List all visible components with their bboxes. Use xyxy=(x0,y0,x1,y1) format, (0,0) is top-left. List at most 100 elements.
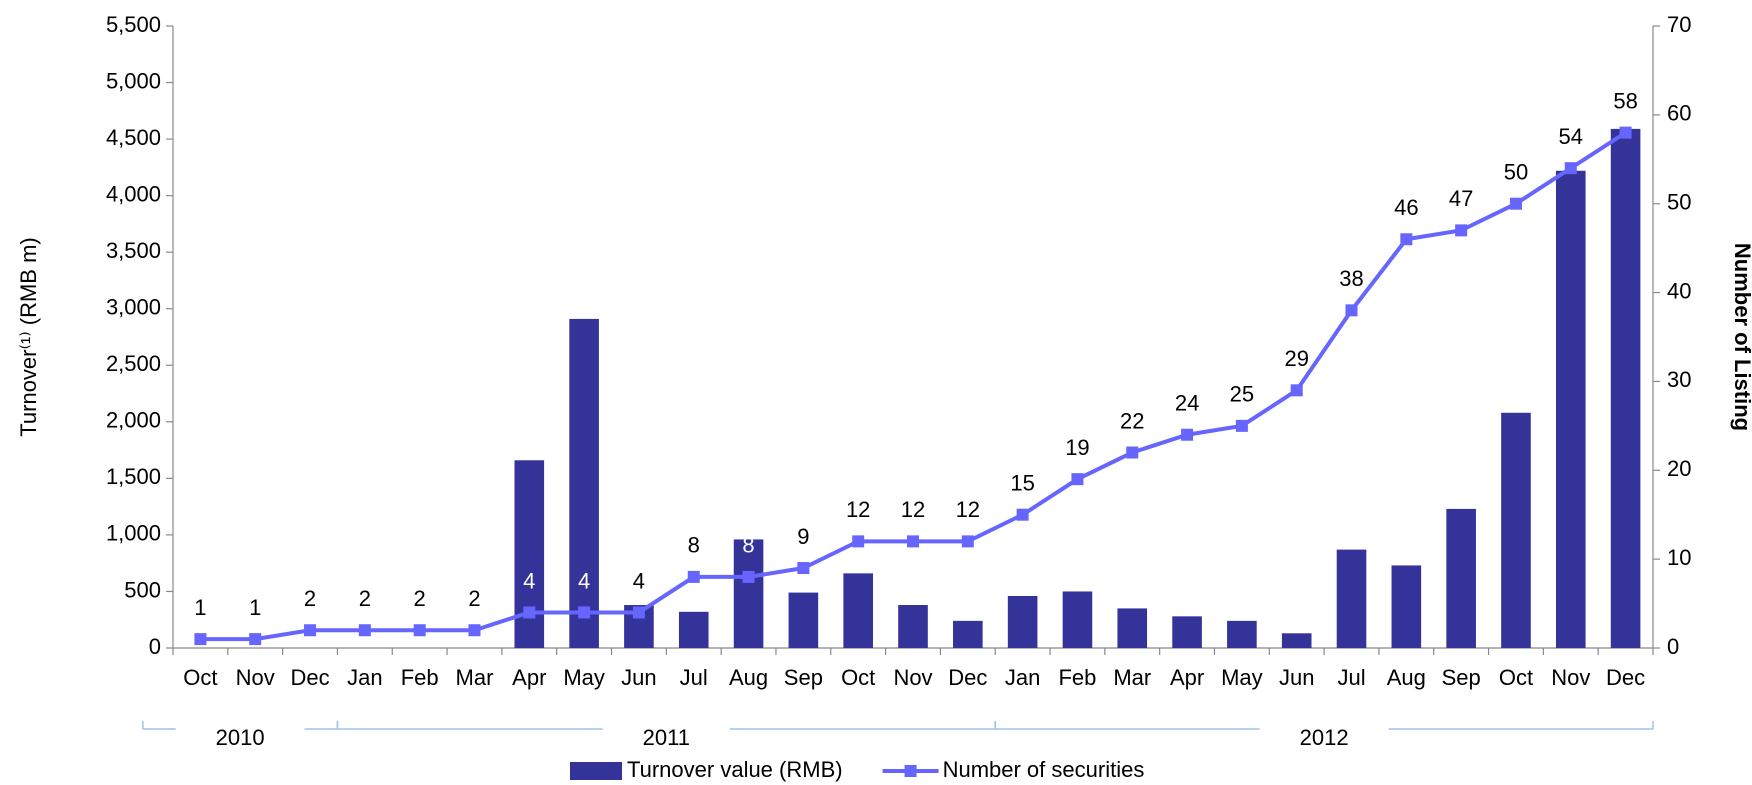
x-tick-label: May xyxy=(563,665,605,690)
y2-tick-label: 40 xyxy=(1667,278,1691,303)
year-label: 2012 xyxy=(1300,725,1349,750)
y2-tick-label: 20 xyxy=(1667,456,1691,481)
data-label: 47 xyxy=(1449,186,1473,211)
data-label: 12 xyxy=(956,497,980,522)
y-axis-label: Turnover⁽¹⁾ (RMB m) xyxy=(16,237,41,436)
data-label: 58 xyxy=(1613,88,1637,113)
data-label: 1 xyxy=(194,595,206,620)
x-tick-label: Jul xyxy=(1337,665,1365,690)
x-tick-label: Jan xyxy=(347,665,382,690)
x-tick-label: Oct xyxy=(1499,665,1533,690)
bar xyxy=(1555,170,1586,649)
data-label: 25 xyxy=(1230,382,1254,407)
data-label: 38 xyxy=(1339,266,1363,291)
line-marker xyxy=(1564,162,1577,175)
line-marker xyxy=(1071,473,1084,486)
line-marker xyxy=(523,606,536,619)
line-marker xyxy=(1181,428,1194,441)
data-label: 22 xyxy=(1120,408,1144,433)
line-marker xyxy=(1126,446,1139,459)
bar xyxy=(678,611,709,648)
data-label: 24 xyxy=(1175,391,1199,416)
line-marker xyxy=(1455,224,1468,237)
y2-axis-label: Number of Listing xyxy=(1730,243,1752,431)
legend-swatch xyxy=(570,762,622,780)
data-label: 4 xyxy=(523,568,535,593)
line-marker xyxy=(1290,384,1303,397)
x-tick-label: Sep xyxy=(784,665,823,690)
bar xyxy=(1117,608,1148,648)
data-label: 2 xyxy=(359,586,371,611)
line-marker xyxy=(1400,233,1413,246)
bar xyxy=(733,539,764,648)
x-tick-label: Mar xyxy=(1113,665,1151,690)
y2-tick-label: 60 xyxy=(1667,101,1691,126)
bar xyxy=(1227,620,1257,648)
line-marker xyxy=(1509,197,1522,210)
y-tick-label: 5,500 xyxy=(106,12,161,37)
data-label: 8 xyxy=(688,533,700,558)
line-marker xyxy=(578,606,591,619)
line-marker xyxy=(413,624,426,637)
y2-tick-label: 0 xyxy=(1667,634,1679,659)
data-label: 29 xyxy=(1284,346,1308,371)
x-tick-label: Sep xyxy=(1442,665,1481,690)
data-label: 15 xyxy=(1010,471,1034,496)
y-tick-label: 1,000 xyxy=(106,521,161,546)
y-tick-label: 2,000 xyxy=(106,408,161,433)
bar xyxy=(1336,549,1367,648)
x-tick-label: Feb xyxy=(401,665,439,690)
y-tick-label: 3,500 xyxy=(106,238,161,263)
y-tick-label: 0 xyxy=(149,634,161,659)
y2-tick-label: 50 xyxy=(1667,190,1691,215)
y-tick-label: 5,000 xyxy=(106,68,161,93)
data-label: 8 xyxy=(742,533,754,558)
x-tick-label: Nov xyxy=(236,665,275,690)
line-marker xyxy=(1235,419,1248,432)
x-tick-label: Apr xyxy=(512,665,546,690)
x-tick-label: Jul xyxy=(680,665,708,690)
data-label: 50 xyxy=(1504,160,1528,185)
x-tick-label: Aug xyxy=(1387,665,1426,690)
y2-tick-label: 30 xyxy=(1667,367,1691,392)
bar xyxy=(843,573,873,648)
data-label: 4 xyxy=(578,568,590,593)
data-label: 54 xyxy=(1559,124,1583,149)
legend-swatch-marker xyxy=(904,765,917,777)
y-tick-label: 1,500 xyxy=(106,464,161,489)
line-marker xyxy=(304,624,317,637)
x-tick-label: Nov xyxy=(1551,665,1590,690)
line-marker xyxy=(907,535,919,548)
y2-tick-label: 10 xyxy=(1667,545,1691,570)
line-marker xyxy=(1016,508,1029,521)
data-label: 1 xyxy=(249,595,261,620)
bar xyxy=(514,460,545,648)
y2-tick-label: 70 xyxy=(1667,12,1691,37)
line-marker xyxy=(1619,126,1632,139)
line-marker xyxy=(797,562,810,575)
line-marker xyxy=(961,535,974,548)
x-tick-label: Dec xyxy=(1606,665,1645,690)
x-tick-label: Nov xyxy=(893,665,932,690)
year-label: 2011 xyxy=(643,725,690,750)
data-label: 2 xyxy=(304,586,316,611)
x-tick-label: Jun xyxy=(621,665,656,690)
y-tick-label: 4,000 xyxy=(106,181,161,206)
bar xyxy=(1446,508,1476,648)
bar xyxy=(1007,595,1038,648)
data-label: 19 xyxy=(1065,435,1089,460)
bar xyxy=(1610,128,1641,648)
x-tick-label: Jan xyxy=(1005,665,1040,690)
data-label: 9 xyxy=(797,524,809,549)
line-marker xyxy=(194,633,207,646)
data-label: 2 xyxy=(414,586,426,611)
y-tick-label: 4,500 xyxy=(106,125,161,150)
line-marker xyxy=(687,570,700,583)
line-marker xyxy=(632,606,645,619)
legend-label: Number of securities xyxy=(943,757,1145,782)
bar xyxy=(1501,412,1531,648)
x-tick-label: Mar xyxy=(456,665,494,690)
y-tick-label: 500 xyxy=(124,577,161,602)
x-tick-label: Apr xyxy=(1170,665,1204,690)
bar xyxy=(1281,633,1312,648)
